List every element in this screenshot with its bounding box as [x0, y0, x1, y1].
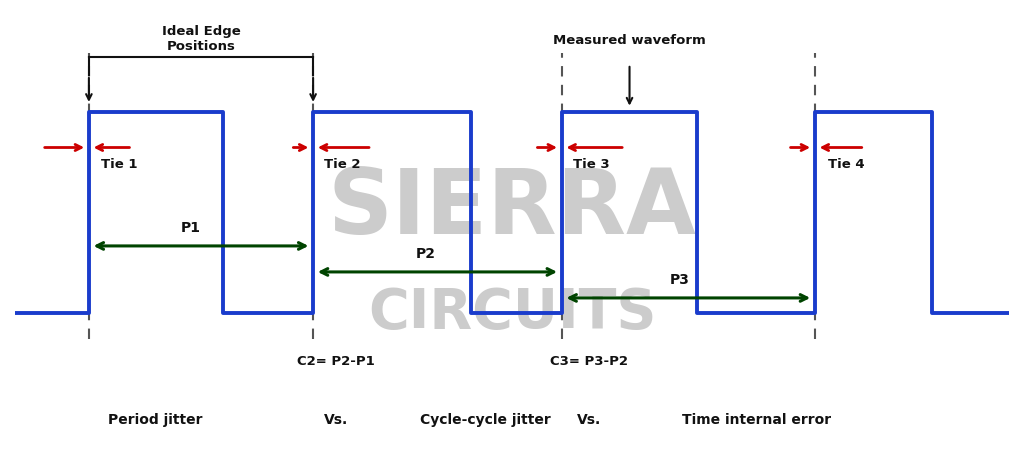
Text: Tie 4: Tie 4: [828, 158, 865, 171]
Text: P1: P1: [181, 221, 201, 235]
Text: Tie 2: Tie 2: [324, 158, 360, 171]
Text: Time internal error: Time internal error: [682, 413, 830, 427]
Text: Vs.: Vs.: [324, 413, 348, 427]
Text: Cycle-cycle jitter: Cycle-cycle jitter: [420, 413, 550, 427]
Text: P2: P2: [416, 247, 436, 261]
Text: Ideal Edge
Positions: Ideal Edge Positions: [162, 25, 241, 53]
Text: CIRCUITS: CIRCUITS: [368, 286, 656, 340]
Text: C3= P3-P2: C3= P3-P2: [550, 354, 628, 368]
Text: P3: P3: [670, 273, 689, 287]
Text: SIERRA: SIERRA: [328, 165, 696, 253]
Text: Tie 1: Tie 1: [100, 158, 137, 171]
Text: Measured waveform: Measured waveform: [553, 34, 706, 47]
Text: Period jitter: Period jitter: [108, 413, 202, 427]
Text: Tie 3: Tie 3: [573, 158, 610, 171]
Text: Vs.: Vs.: [577, 413, 601, 427]
Text: C2= P2-P1: C2= P2-P1: [297, 354, 375, 368]
